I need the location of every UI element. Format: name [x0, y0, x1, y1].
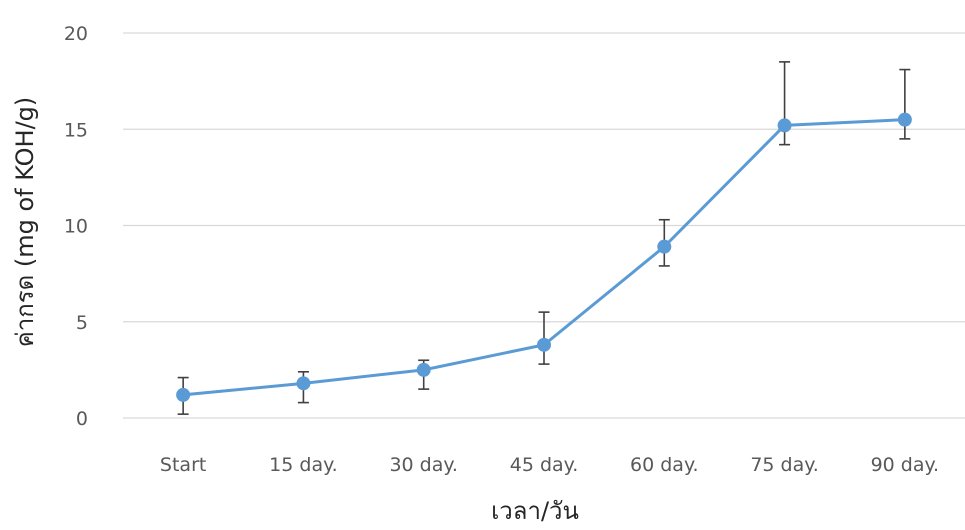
error-bars: [177, 61, 911, 415]
data-points: [176, 112, 912, 402]
x-tick-label: 75 day.: [750, 454, 819, 476]
x-tick-label: 30 day.: [389, 454, 458, 476]
gridlines: [123, 32, 965, 419]
y-tick-label: 15: [64, 119, 88, 141]
data-point: [416, 362, 431, 377]
y-tick-label: 5: [76, 312, 88, 334]
data-point: [897, 112, 912, 127]
x-axis-title: เวลา/วัน: [491, 497, 579, 525]
x-tick-label: 15 day.: [269, 454, 338, 476]
y-tick-label: 0: [76, 408, 88, 430]
y-tick-label: 20: [64, 23, 88, 45]
data-point: [657, 239, 672, 254]
data-point: [537, 337, 551, 352]
x-tick-labels: Start 15 day. 30 day. 45 day. 60 day. 75 day.…: [160, 454, 939, 476]
x-tick-label: Start: [160, 454, 206, 476]
x-tick-label: 90 day.: [871, 454, 940, 476]
data-point: [176, 387, 191, 402]
data-point: [296, 376, 311, 391]
y-tick-labels: 0 5 10 15 20: [64, 23, 88, 430]
data-point: [777, 118, 792, 133]
x-tick-label: 45 day.: [510, 454, 579, 476]
y-axis-title: ค่ากรด (mg of KOH/g): [11, 97, 39, 348]
y-tick-label: 10: [64, 216, 88, 238]
x-tick-label: 60 day.: [630, 454, 699, 476]
